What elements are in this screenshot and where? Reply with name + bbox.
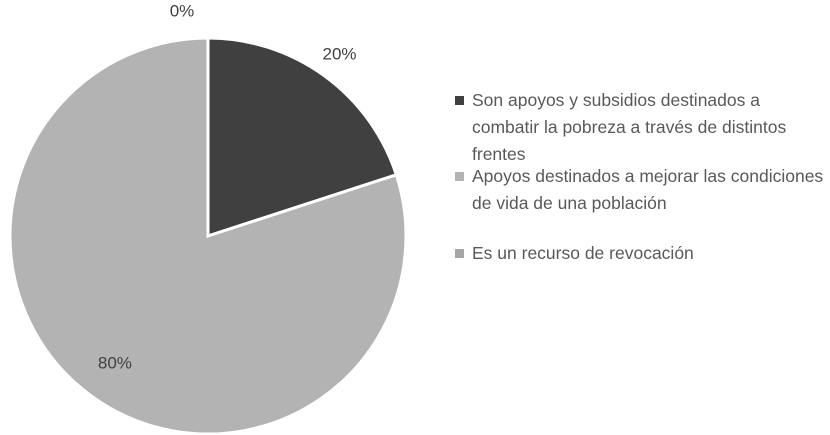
legend-entry: Apoyos destinados a mejorar las condicio…: [455, 163, 825, 217]
legend-swatch: [455, 249, 464, 258]
pie-slice: [206, 36, 399, 239]
data-label: 0%: [170, 2, 195, 21]
legend-label: Apoyos destinados a mejorar las condicio…: [472, 166, 824, 213]
pie-area: 20% 80% 0%: [8, 2, 408, 435]
legend-label: Son apoyos y subsidios destinados a comb…: [472, 90, 787, 164]
legend-swatch: [455, 172, 464, 181]
legend-entry: Es un recurso de revocación: [455, 240, 825, 267]
legend-label: Es un recurso de revocación: [472, 243, 694, 263]
data-label: 80%: [98, 354, 132, 373]
legend-entry: Son apoyos y subsidios destinados a comb…: [455, 87, 825, 168]
data-label: 20%: [322, 44, 356, 63]
legend-swatch: [455, 96, 464, 105]
